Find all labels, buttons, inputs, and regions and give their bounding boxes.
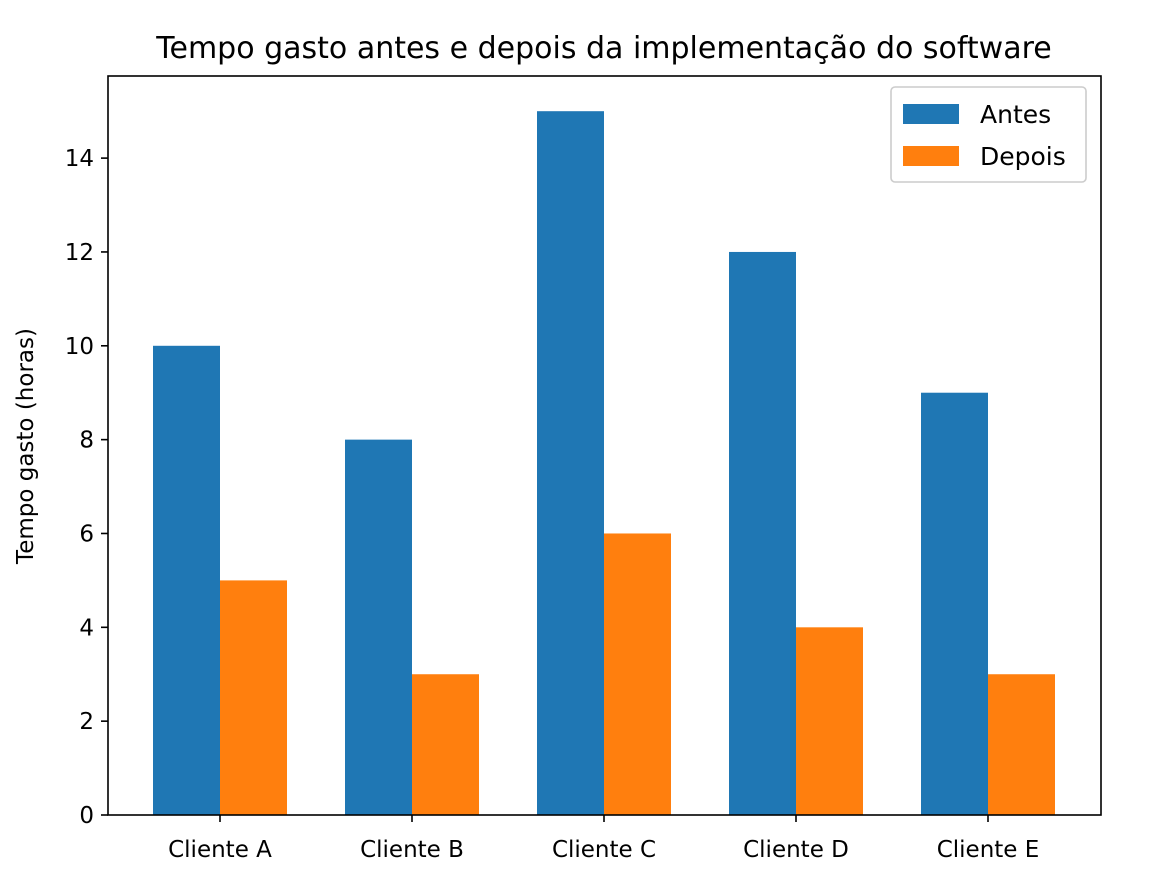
bar-depois-cliente-a <box>220 580 287 815</box>
bar-antes-cliente-b <box>345 439 412 815</box>
legend-swatch-antes <box>903 104 959 124</box>
y-tick-label: 6 <box>79 521 94 547</box>
bar-depois-cliente-d <box>796 627 863 815</box>
x-tick-label: Cliente C <box>552 837 656 863</box>
x-tick-label: Cliente A <box>168 837 272 863</box>
chart-title: Tempo gasto antes e depois da implementa… <box>155 31 1051 66</box>
y-tick-label: 0 <box>79 803 94 829</box>
bar-depois-cliente-c <box>604 533 671 815</box>
y-tick-label: 4 <box>79 615 94 641</box>
y-tick-label: 8 <box>79 428 94 454</box>
legend: Antes Depois <box>890 86 1087 183</box>
y-tick-label: 10 <box>65 334 94 360</box>
bar-antes-cliente-e <box>921 392 988 815</box>
x-tick-label: Cliente E <box>937 837 1040 863</box>
x-tick-label: Cliente B <box>360 837 464 863</box>
y-axis-label: Tempo gasto (horas) <box>13 328 39 565</box>
y-axis: 0 2 4 6 8 10 12 14 <box>65 146 108 829</box>
plot-frame <box>107 75 1102 816</box>
bar-depois-cliente-b <box>412 674 479 815</box>
x-tick-label: Cliente D <box>743 837 849 863</box>
bar-antes-cliente-d <box>729 251 796 815</box>
legend-label-depois: Depois <box>980 142 1066 171</box>
bars-group <box>153 111 1055 815</box>
bar-depois-cliente-e <box>988 674 1055 815</box>
bar-antes-cliente-a <box>153 345 220 815</box>
legend-swatch-depois <box>903 146 959 166</box>
y-tick-label: 14 <box>65 146 94 172</box>
bar-antes-cliente-c <box>537 111 604 815</box>
y-tick-label: 12 <box>65 240 94 266</box>
legend-label-antes: Antes <box>980 100 1051 129</box>
y-tick-label: 2 <box>79 709 94 735</box>
x-axis: Cliente A Cliente B Cliente C Cliente D Clie… <box>168 815 1039 863</box>
